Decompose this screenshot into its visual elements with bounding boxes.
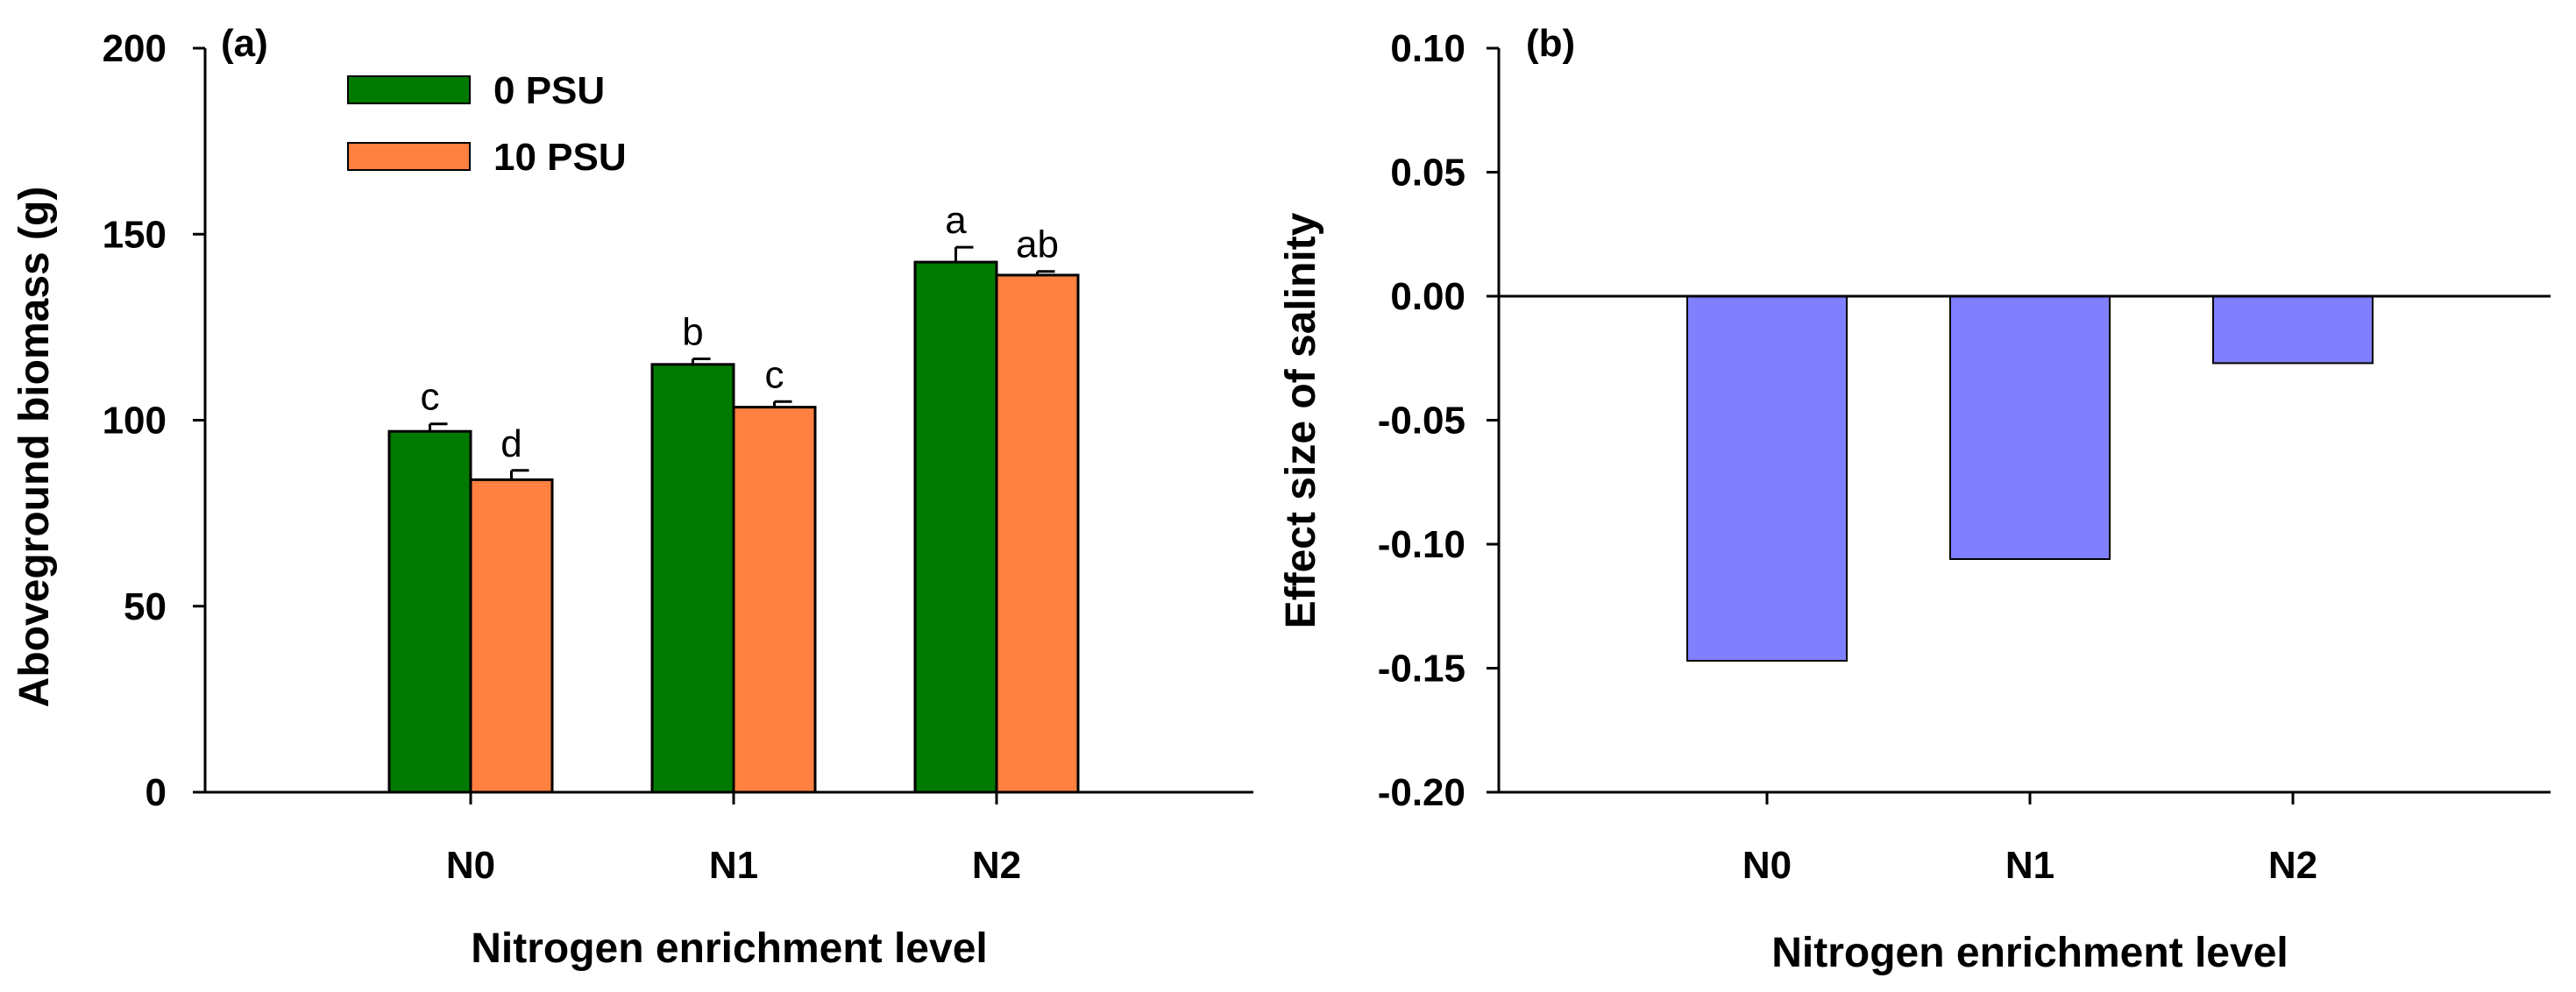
x-tick-label: N1: [2005, 844, 2054, 887]
y-tick-label: 200: [103, 27, 167, 70]
legend-label-0-psu: 0 PSU: [493, 69, 605, 112]
bar-0-psu-n0: [387, 429, 472, 794]
panel-b-y-axis-title: Effect size of salinity: [1278, 212, 1324, 628]
panel-b-label: (b): [1526, 22, 1575, 65]
y-tick-label: 100: [103, 400, 167, 443]
bar-0-psu-n2: [913, 260, 998, 794]
significance-letter: a: [945, 199, 967, 242]
x-tick-label: N2: [2268, 844, 2317, 887]
x-tick-label: N2: [972, 844, 1021, 887]
significance-letter: ab: [1016, 223, 1059, 266]
y-tick-label: 50: [124, 585, 167, 628]
bar-0-psu-n1: [650, 363, 735, 794]
x-tick-label: N0: [1742, 844, 1792, 887]
panel-a-x-axis-title: Nitrogen enrichment level: [471, 925, 987, 972]
legend-swatch-0-psu: [347, 75, 471, 104]
panel-b-x-axis-title: Nitrogen enrichment level: [1771, 930, 2288, 976]
bar-10-psu-n1: [732, 406, 817, 794]
significance-letter: d: [500, 422, 522, 465]
y-tick-label: 0: [145, 771, 167, 814]
x-tick-label: N1: [709, 844, 758, 887]
panel-a-y-axis-title: Aboveground biomass (g): [11, 187, 58, 708]
y-tick-label: 0.00: [1390, 275, 1465, 318]
bar-10-psu-n0: [469, 478, 554, 794]
panel-a-legend: 0 PSU 10 PSU: [347, 69, 627, 179]
panel-a-label: (a): [221, 22, 268, 65]
significance-letter: b: [682, 310, 703, 353]
legend-label-10-psu: 10 PSU: [493, 136, 627, 179]
y-tick-label: 150: [103, 213, 167, 256]
legend-swatch-10-psu: [347, 142, 471, 171]
significance-letter: c: [765, 353, 784, 396]
panel-a-biomass-chart: (a) Aboveground biomass (g) Nitrogen enr…: [11, 22, 1253, 972]
x-tick-label: N0: [446, 844, 495, 887]
y-tick-label: -0.20: [1378, 771, 1465, 814]
effect-bar-n2: [2212, 295, 2374, 365]
panel-b-effect-size-chart: (b) Effect size of salinity Nitrogen enr…: [1278, 22, 2551, 976]
bar-10-psu-n2: [995, 273, 1080, 794]
significance-letter: c: [421, 376, 440, 419]
y-tick-label: 0.05: [1390, 152, 1465, 195]
y-tick-label: 0.10: [1390, 27, 1465, 70]
y-tick-label: -0.15: [1378, 648, 1465, 691]
effect-bar-n0: [1686, 295, 1848, 663]
y-tick-label: -0.05: [1378, 400, 1465, 443]
effect-bar-n1: [1949, 295, 2111, 560]
y-tick-label: -0.10: [1378, 523, 1465, 566]
